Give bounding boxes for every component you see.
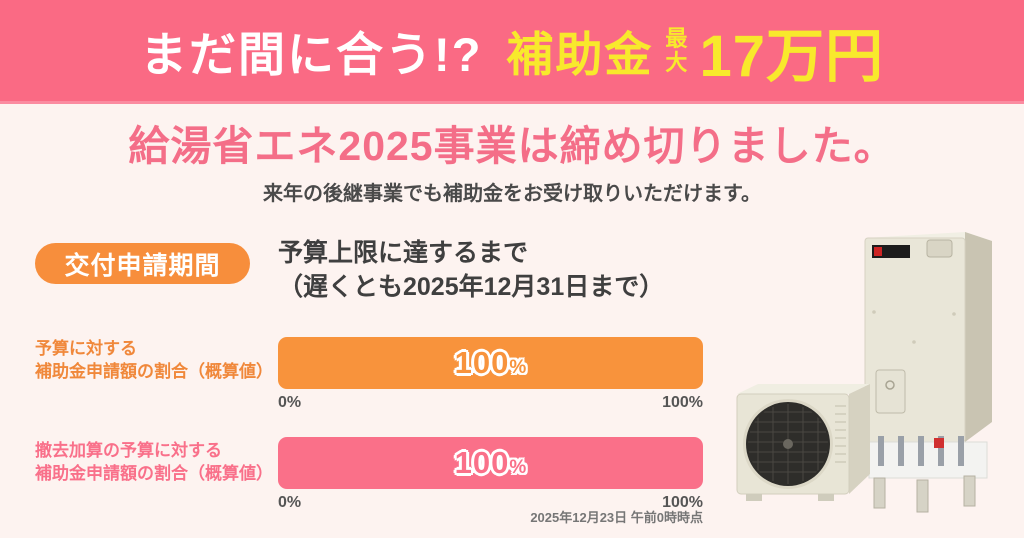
- subtitle-text: 来年の後継事業でも補助金をお受け取りいただけます。: [263, 183, 761, 205]
- max-bottom-char: 大: [665, 49, 688, 75]
- budget-usage-bar-fill: 100 %: [278, 337, 703, 389]
- max-top-char: 最: [665, 26, 688, 52]
- removal-bonus-usage-scale: 0% 100%: [278, 494, 703, 512]
- data-timestamp: 2025年12月23日 午前0時時点: [530, 510, 703, 525]
- outdoor-unit: [736, 384, 870, 501]
- budget-meter-label-line1: 予算に対する: [35, 339, 137, 358]
- tank-unit: [864, 232, 992, 513]
- removal-bonus-usage-value: 100: [454, 445, 510, 480]
- budget-meter-label: 予算に対する 補助金申請額の割合（概算値）: [35, 337, 273, 383]
- max-stacked-label: 最 大: [665, 27, 687, 73]
- removal-bonus-meter-label-line1: 撤去加算の予算に対する: [35, 441, 222, 460]
- period-line-2: （遅くとも2025年12月31日まで）: [278, 273, 665, 301]
- budget-usage-scale: 0% 100%: [278, 394, 703, 412]
- application-period-text: 予算上限に達するまで （遅くとも2025年12月31日まで）: [278, 236, 664, 304]
- budget-usage-meter: 100 % 0% 100%: [278, 337, 703, 412]
- removal-bonus-usage-unit: %: [509, 457, 527, 478]
- amount-text: 17万円: [699, 23, 884, 89]
- removal-bonus-usage-meter: 100 % 0% 100%: [278, 437, 703, 512]
- top-banner: まだ間に合う!? 補助金 最 大 17万円: [0, 0, 1024, 104]
- removal-bonus-meter-label-line2: 補助金申請額の割合（概算値）: [35, 464, 273, 483]
- budget-meter-label-line2: 補助金申請額の割合（概算値）: [35, 362, 273, 381]
- scale-min-label: 0%: [278, 394, 302, 411]
- catch-text: まだ間に合う!?: [140, 28, 483, 81]
- scale-min-label: 0%: [278, 494, 302, 511]
- scale-max-label: 100%: [662, 494, 703, 511]
- content-area: 給湯省エネ2025事業は締め切りました。 来年の後継事業でも補助金をお受け取りい…: [0, 104, 1024, 538]
- removal-bonus-bar-fill: 100 %: [278, 437, 703, 489]
- budget-usage-unit: %: [509, 357, 527, 378]
- removal-bonus-meter-label: 撤去加算の予算に対する 補助金申請額の割合（概算値）: [35, 439, 273, 485]
- period-line-1: 予算上限に達するまで: [278, 239, 529, 267]
- application-period-badge: 交付申請期間: [35, 243, 250, 284]
- page-title: 給湯省エネ2025事業は締め切りました。: [128, 123, 896, 169]
- budget-usage-value: 100: [454, 345, 510, 380]
- subsidy-text: 補助金: [506, 28, 654, 81]
- application-period-badge-label: 交付申請期間: [64, 251, 221, 280]
- heat-pump-water-heater-image: [736, 232, 992, 513]
- scale-max-label: 100%: [662, 394, 703, 411]
